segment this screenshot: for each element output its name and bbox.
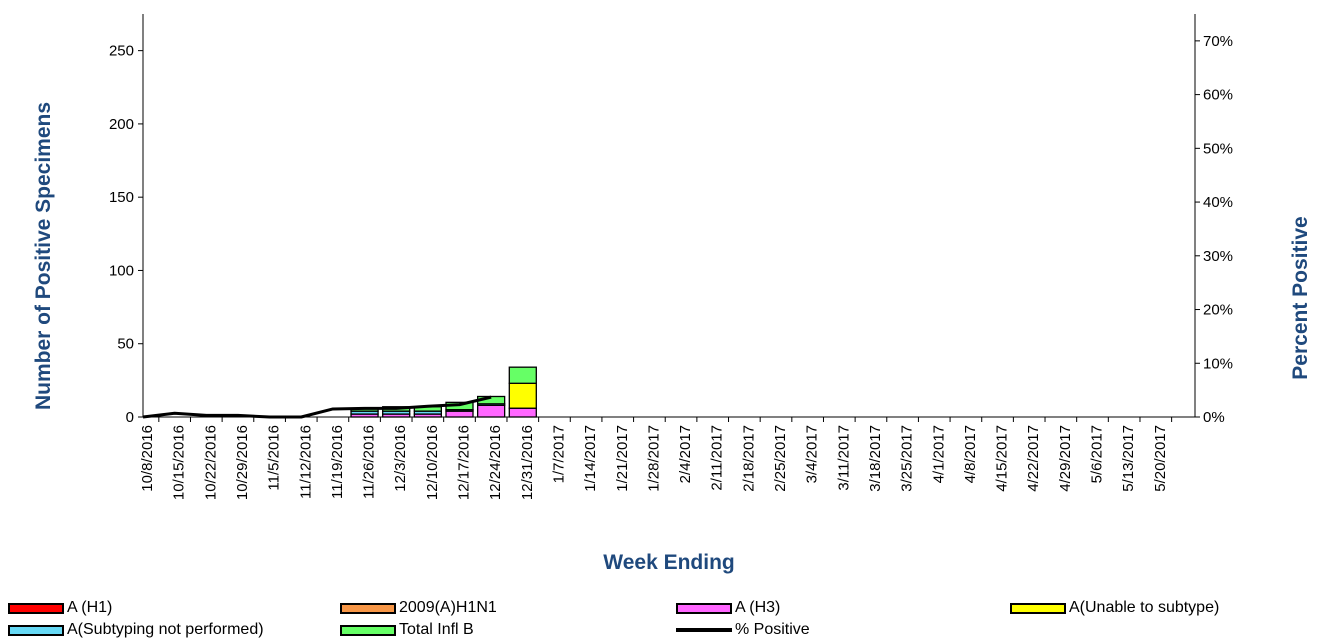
x-tick-label: 11/19/2016	[329, 425, 346, 499]
bar-layer	[350, 366, 537, 418]
x-tick-label: 5/13/2017	[1120, 425, 1137, 492]
x-tick-label: 12/17/2016	[456, 425, 473, 500]
percent-positive-line	[142, 395, 492, 419]
y2-tick-label: 30%	[1203, 248, 1233, 265]
legend-label: 2009(A)H1N1	[399, 599, 497, 616]
y-tick-label: 200	[109, 116, 134, 133]
bar-segment	[508, 407, 537, 418]
legend-item-a-unable: A(Unable to subtype)	[1010, 598, 1219, 618]
legend-item-2009-h1n1: 2009(A)H1N1	[340, 598, 497, 618]
legend-item-a-not-performed: A(Subtyping not performed)	[8, 620, 264, 640]
y-axis-title: Number of Positive Specimens	[32, 102, 55, 410]
x-tick-label: 4/22/2017	[1025, 425, 1042, 492]
bar-segment	[476, 404, 506, 418]
x-tick-label: 1/14/2017	[582, 425, 599, 492]
percent-line-layer	[142, 395, 492, 419]
bar-segment	[445, 410, 474, 418]
y-tick-label: 150	[109, 189, 134, 206]
y-tick-label: 50	[117, 336, 134, 353]
x-tick-label: 4/29/2017	[1057, 425, 1074, 492]
y2-tick-label: 40%	[1203, 194, 1233, 211]
y2-tick-label: 10%	[1203, 355, 1233, 372]
x-tick-label: 5/20/2017	[1152, 425, 1169, 492]
legend-swatch	[340, 624, 396, 636]
x-tick-label: 12/24/2016	[487, 425, 504, 500]
legend-item-percent-positive: % Positive	[676, 620, 810, 640]
legend-swatch	[8, 624, 64, 636]
x-tick-label: 4/1/2017	[930, 425, 947, 483]
x-tick-label: 11/5/2016	[266, 425, 283, 491]
legend-label: A (H1)	[67, 599, 113, 616]
legend-item-infl-b: Total Infl B	[340, 620, 474, 640]
x-tick-label: 3/11/2017	[835, 425, 852, 491]
y2-tick-label: 50%	[1203, 140, 1233, 157]
legend-swatch	[340, 602, 396, 614]
legend-label: A (H3)	[735, 599, 781, 616]
legend-swatch	[676, 602, 732, 614]
x-tick-label: 10/15/2016	[171, 425, 188, 500]
x-tick-label: 1/28/2017	[645, 425, 662, 492]
bar-segment	[508, 366, 537, 384]
legend-label: % Positive	[735, 621, 810, 638]
legend-label: A(Unable to subtype)	[1069, 599, 1220, 616]
legend-item-a-h1: A (H1)	[8, 598, 112, 618]
legend-swatch	[1010, 602, 1066, 614]
legend-swatch	[8, 602, 64, 614]
x-tick-label: 3/25/2017	[899, 425, 916, 492]
y2-axis-title: Percent Positive	[1289, 216, 1312, 379]
x-axis-title: Week Ending	[603, 551, 734, 574]
y-tick-label: 100	[109, 262, 134, 279]
legend-line	[676, 628, 732, 632]
x-tick-label: 10/29/2016	[234, 425, 251, 500]
x-tick-label: 5/6/2017	[1089, 425, 1106, 483]
x-tick-label: 4/15/2017	[994, 425, 1011, 492]
x-tick-label: 12/3/2016	[392, 425, 409, 492]
x-tick-label: 12/31/2016	[519, 425, 536, 500]
x-tick-label: 1/7/2017	[550, 425, 567, 483]
x-tick-label: 2/4/2017	[677, 425, 694, 483]
y-tick-label: 250	[109, 43, 134, 60]
y-tick-label: 0	[126, 409, 134, 426]
legend-item-a-h3: A (H3)	[676, 598, 780, 618]
x-tick-label: 11/26/2016	[361, 425, 378, 499]
bar-segment	[508, 382, 537, 409]
x-tick-label: 4/8/2017	[962, 425, 979, 483]
x-tick-label: 10/8/2016	[139, 425, 156, 492]
x-tick-label: 12/10/2016	[424, 425, 441, 500]
y2-tick-label: 20%	[1203, 302, 1233, 319]
x-tick-label: 1/21/2017	[614, 425, 631, 492]
y2-tick-label: 60%	[1203, 87, 1233, 104]
x-tick-label: 2/18/2017	[740, 425, 757, 492]
legend-label: Total Infl B	[399, 621, 474, 638]
x-tick-label: 3/4/2017	[804, 425, 821, 483]
legend-label: A(Subtyping not performed)	[67, 621, 264, 638]
x-tick-label: 10/22/2016	[202, 425, 219, 500]
axes-layer: 0 50 100 150 200 250 0% 10% 20% 30% 40% 50% 60% 70% 10…	[109, 14, 1233, 500]
y2-tick-label: 70%	[1203, 33, 1233, 50]
y2-tick-label: 0%	[1203, 409, 1225, 426]
x-tick-label: 2/25/2017	[772, 425, 789, 492]
x-tick-label: 11/12/2016	[297, 425, 314, 499]
x-tick-label: 3/18/2017	[867, 425, 884, 492]
x-tick-label: 2/11/2017	[709, 425, 726, 491]
